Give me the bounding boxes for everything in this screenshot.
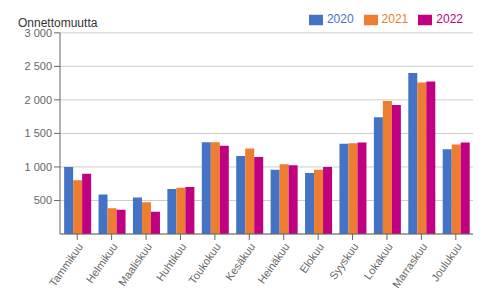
svg-text:3 000: 3 000 [24,27,52,39]
svg-text:Kesäkuu: Kesäkuu [223,241,257,283]
html-text:2022: 2022 [436,12,463,26]
svg-text:1 500: 1 500 [24,127,52,139]
svg-text:Huhtikuu: Huhtikuu [154,241,189,283]
svg-text:2 000: 2 000 [24,94,52,106]
svg-text:500: 500 [34,194,52,206]
svg-text:Lokakuu: Lokakuu [361,241,395,282]
svg-text:Tammikuu: Tammikuu [47,241,86,289]
svg-text:Marraskuu: Marraskuu [390,241,430,290]
svg-text:1 000: 1 000 [24,161,52,173]
svg-text:Heinäkuu: Heinäkuu [255,241,291,286]
html-text:Onnettomuutta: Onnettomuutta [18,16,98,30]
svg-text:Maaliskuu: Maaliskuu [116,241,154,288]
svg-text:Joulukuu: Joulukuu [429,241,464,284]
svg-text:Toukokuu: Toukokuu [186,241,223,286]
svg-text:Helmikuu: Helmikuu [84,241,120,285]
html-text:2020: 2020 [326,12,354,26]
svg-text:2 500: 2 500 [24,60,52,72]
svg-text:Elokuu: Elokuu [297,241,326,275]
html-text:2021: 2021 [381,12,409,26]
svg-text:Syyskuu: Syyskuu [327,241,361,282]
